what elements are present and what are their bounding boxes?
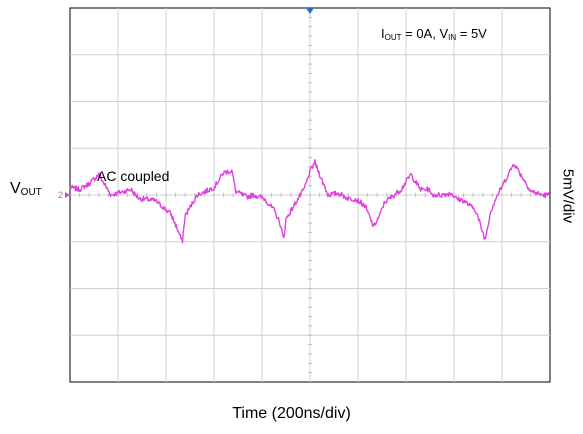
channel-marker-tick [65,192,70,198]
iout-subscript: OUT [384,33,402,42]
vin-symbol: V [439,26,449,41]
x-axis-label: Time (200ns/div) [232,405,351,422]
iout-value: = 0A, [401,26,440,41]
trace-label-subscript: OUT [20,187,42,198]
vout-trace [69,159,551,244]
vin-value: = 5V [456,26,487,41]
trigger-marker [306,8,314,14]
trace-label: VOUT [10,180,42,198]
vin-subscript: IN [448,33,457,42]
test-conditions: IOUT = 0A, VIN = 5V [381,26,487,42]
channel-marker: 2 [58,190,63,200]
trace-label-symbol: V [10,180,21,197]
y-axis-label: 5mV/div [559,168,577,224]
iout-symbol: I [381,26,385,41]
coupling-annotation: AC coupled [97,168,170,184]
